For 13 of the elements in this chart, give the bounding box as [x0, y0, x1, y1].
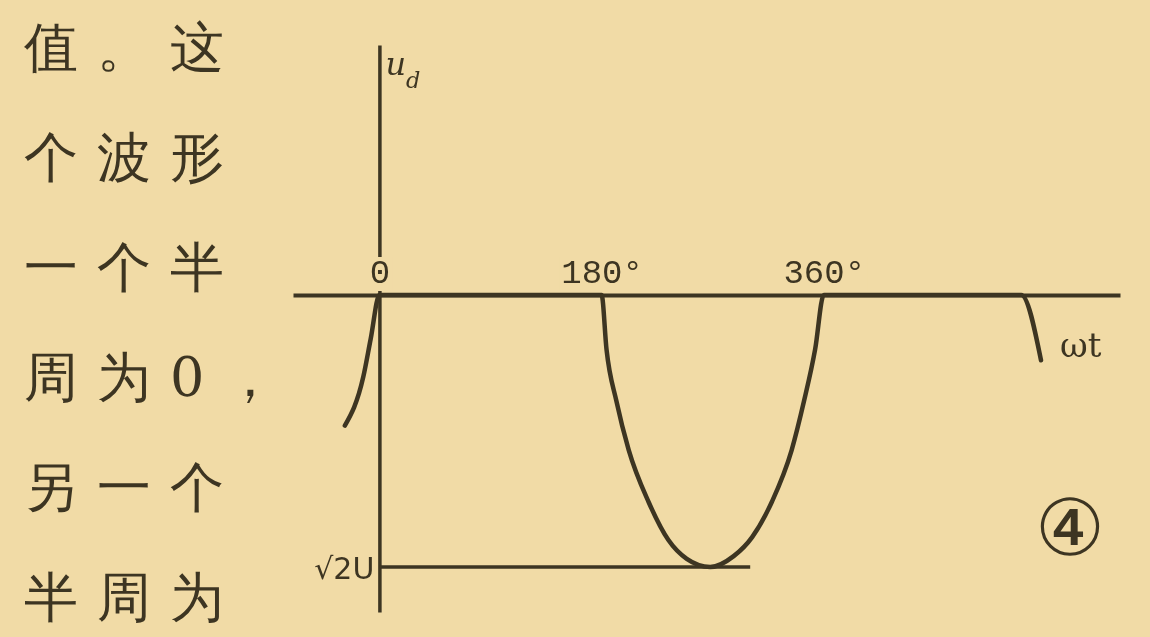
- text: 另一个: [24, 456, 243, 519]
- x-axis-title: ωt: [1060, 325, 1102, 365]
- text: u$_{d}$: [385, 45, 421, 93]
- x-tick-label: 180°: [561, 255, 643, 293]
- annotation: 周为0，: [24, 346, 297, 409]
- ref-line-label: √2U: [314, 551, 375, 586]
- text: 值。这: [24, 16, 243, 79]
- x-tick-label: 360°: [783, 255, 866, 293]
- text: 一个半: [24, 236, 243, 299]
- x-tick-label: 0: [369, 255, 391, 293]
- text: 半周为: [24, 566, 243, 629]
- annotation: ④: [1035, 483, 1105, 573]
- text: 个波形: [24, 126, 243, 189]
